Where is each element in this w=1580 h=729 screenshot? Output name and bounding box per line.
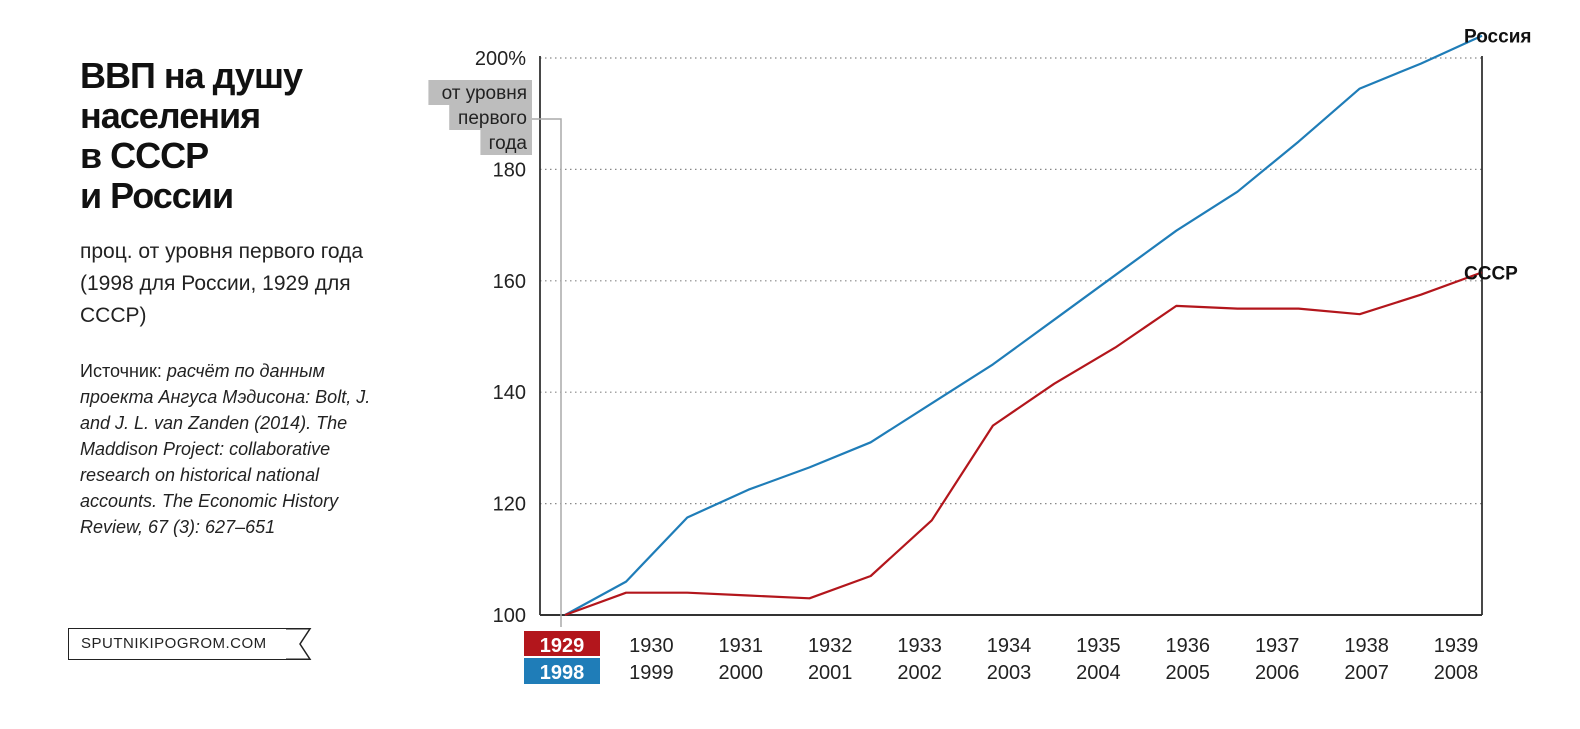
y-axis-note-line: года bbox=[489, 133, 528, 154]
x-tick-label-russia: 2002 bbox=[897, 662, 942, 684]
x-tick-label-russia: 2008 bbox=[1434, 662, 1479, 684]
x-tick-label-russia: 2005 bbox=[1166, 662, 1211, 684]
x-tick-label-ussr: 1938 bbox=[1344, 635, 1389, 657]
x-tick-label-ussr: 1934 bbox=[987, 635, 1032, 657]
x-tick-label-russia: 1998 bbox=[540, 662, 585, 684]
y-axis-note-connector bbox=[532, 118, 562, 627]
x-tick-label-ussr: 1939 bbox=[1434, 635, 1479, 657]
x-tick-highlight-ussr bbox=[524, 631, 600, 656]
series-label: СССР bbox=[1464, 263, 1518, 284]
y-tick-label: 160 bbox=[493, 271, 526, 293]
series-line bbox=[564, 34, 1483, 616]
x-tick-label-ussr: 1933 bbox=[897, 635, 942, 657]
x-tick-label-ussr: 1932 bbox=[808, 635, 853, 657]
brand-badge[interactable]: SPUTNIKIPOGROM.COM bbox=[68, 628, 290, 660]
source-label: Источник: bbox=[80, 361, 167, 381]
y-axis-note-box bbox=[449, 105, 532, 130]
x-tick-label-ussr: 1930 bbox=[629, 635, 674, 657]
source-text: расчёт по данным проекта Ангуса Мэдисона… bbox=[80, 361, 371, 537]
x-tick-highlight-russia bbox=[524, 658, 600, 684]
series-lines bbox=[564, 34, 1483, 617]
chart-subtitle: проц. от уровня первого года (1998 для Р… bbox=[80, 240, 364, 327]
axes bbox=[539, 56, 1483, 616]
x-tick-label-russia: 2000 bbox=[719, 662, 764, 684]
chart-title: ВВП на душу населения в СССР и России bbox=[80, 56, 400, 216]
y-tick-label: 100 bbox=[493, 605, 526, 627]
x-tick-label-ussr: 1936 bbox=[1166, 635, 1211, 657]
x-tick-label-ussr: 1937 bbox=[1255, 635, 1300, 657]
chart-title-line: ВВП на душу bbox=[80, 55, 303, 96]
x-tick-label-ussr: 1935 bbox=[1076, 635, 1121, 657]
y-axis-note-box bbox=[480, 130, 532, 155]
x-tick-label-ussr: 1931 bbox=[719, 635, 764, 657]
x-tick-label-russia: 2007 bbox=[1344, 662, 1389, 684]
y-tick-label: 120 bbox=[493, 494, 526, 516]
series-line bbox=[564, 271, 1483, 617]
y-tick-label: 200% bbox=[475, 48, 526, 70]
x-tick-label-russia: 2003 bbox=[987, 662, 1032, 684]
y-axis-note: от уровня первого года bbox=[428, 80, 562, 627]
x-tick-label-russia: 1999 bbox=[629, 662, 674, 684]
y-tick-labels: 100 120 140 160 180 200% bbox=[475, 48, 526, 627]
y-tick-label: 140 bbox=[493, 382, 526, 404]
y-axis-note-line: первого bbox=[458, 108, 527, 129]
grid-lines bbox=[540, 57, 1482, 505]
chart-title-line: в СССР bbox=[80, 135, 209, 176]
x-tick-label-russia: 2001 bbox=[808, 662, 853, 684]
y-tick-label: 180 bbox=[493, 159, 526, 181]
chart-title-line: и России bbox=[80, 175, 234, 216]
series-labels: Россия СССР bbox=[1464, 27, 1531, 285]
x-tick-label-ussr: 1929 bbox=[540, 635, 585, 657]
series-label: Россия bbox=[1464, 27, 1531, 48]
x-tick-label-russia: 2006 bbox=[1255, 662, 1300, 684]
y-axis-note-box bbox=[428, 80, 532, 105]
x-tick-labels: 1929 1998 1930 1999 1931 2000 1932 2001 1933 2002… bbox=[524, 631, 1478, 684]
y-axis-note-line: от уровня bbox=[442, 83, 527, 104]
brand-badge-notch-icon bbox=[286, 628, 312, 660]
x-tick-label-russia: 2004 bbox=[1076, 662, 1121, 684]
chart-title-line: населения bbox=[80, 95, 261, 136]
source-note: Источник: расчёт по данным проекта Ангус… bbox=[80, 358, 380, 540]
